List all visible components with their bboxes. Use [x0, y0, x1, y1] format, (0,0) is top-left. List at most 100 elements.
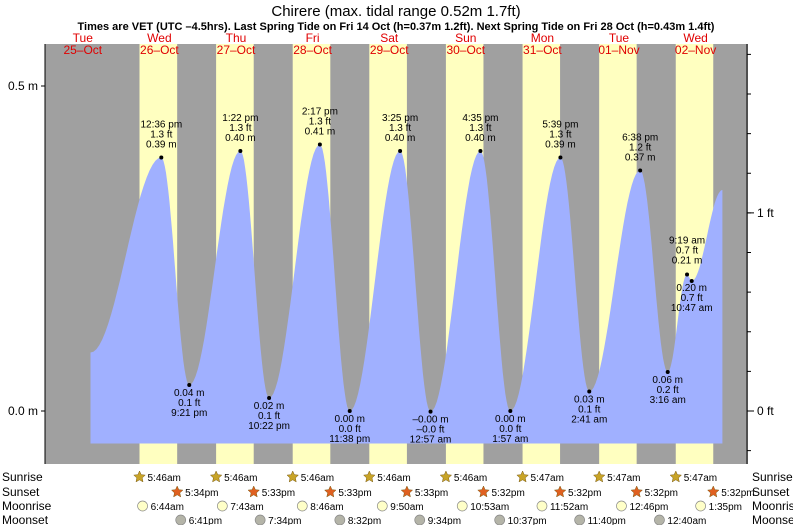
y-tick-label-left: 0.0 m [8, 404, 38, 418]
sunset-icon [477, 485, 490, 498]
tide-event-text: 0.7 ft [681, 293, 703, 304]
sunrise-row-label-left: Sunrise [2, 470, 43, 484]
sunrise-entry: 5:46am [363, 470, 411, 484]
tide-point [508, 409, 513, 413]
tide-event-text: 0.06 m [652, 375, 683, 386]
moonset-time: 12:40am [667, 516, 706, 525]
axes: 0.0 m 0.5 m 0 ft 1 ft [8, 44, 774, 464]
sunrise-entry: 5:47am [516, 470, 564, 484]
moonset-icon [494, 514, 506, 525]
high-tide-label: 4:35 pm1.3 ft0.40 m [462, 113, 498, 153]
day-of-week: Fri [306, 31, 320, 45]
sunrise-time: 5:46am [377, 473, 410, 484]
moonset-entry: 10:37pm [494, 514, 547, 525]
sunset-entry: 5:33pm [324, 485, 372, 499]
moonrise-icon [376, 500, 388, 512]
tide-event-text: 0.39 m [545, 140, 576, 151]
day-of-week: Wed [147, 31, 171, 45]
tide-event-text: 1.3 ft [229, 123, 251, 134]
tide-event-text: 3:16 am [650, 395, 686, 406]
moonrise-icon [695, 500, 707, 512]
tide-event-text: 1:22 pm [222, 113, 258, 124]
tide-point [267, 396, 272, 400]
sunset-icon [324, 485, 337, 498]
tide-event-text: 0.1 ft [178, 398, 200, 409]
moonset-entry: 11:40pm [574, 514, 626, 525]
sunrise-entry: 5:47am [669, 470, 717, 484]
moonset-icon [334, 514, 346, 525]
tide-point [638, 168, 643, 173]
tide-point [428, 409, 433, 414]
moonrise-time: 7:43am [230, 502, 263, 513]
moonrise-icon [616, 500, 627, 512]
chart-subtitle: Times are VET (UTC –4.5hrs). Last Spring… [78, 21, 715, 33]
tide-event-text: 0.21 m [672, 256, 703, 267]
sunrise-time: 5:46am [301, 473, 334, 484]
tide-point [398, 149, 403, 153]
moonrise-icon [296, 500, 308, 512]
sunrise-icon [592, 470, 606, 483]
tide-event-text: 0.40 m [385, 133, 416, 144]
tide-event-text: 0.03 m [574, 395, 605, 406]
tide-event-text: 0.0 ft [339, 424, 361, 435]
moonrise-time: 8:46am [310, 502, 343, 513]
high-tide-label: 3:25 pm1.3 ft0.40 m [382, 113, 418, 153]
low-tide-label: 0.03 m0.1 ft2:41 am [571, 389, 607, 426]
day-date: 26–Oct [140, 43, 179, 57]
moonset-icon [574, 514, 585, 525]
sunrise-entry: 5:46am [439, 470, 487, 484]
tide-event-text: 0.7 ft [676, 246, 698, 257]
sunset-icon [400, 485, 414, 498]
sunset-entry: 5:34pm [170, 485, 219, 499]
tide-area [90, 144, 723, 444]
tide-event-text: 0.40 m [225, 133, 256, 144]
tide-event-text: 0.40 m [465, 133, 496, 144]
day-of-week: Mon [531, 31, 554, 45]
tide-event-text: 1.3 ft [389, 123, 411, 134]
moonrise-time: 11:52am [550, 502, 588, 513]
tide-event-text: 4:35 pm [462, 113, 498, 124]
tide-event-text: 0.1 ft [578, 405, 600, 416]
tide-event-text: 1.3 ft [549, 130, 571, 141]
moonset-icon [414, 514, 426, 525]
tide-event-text: –0.00 m [412, 415, 448, 426]
sun-moon-table: Sunrise Sunrise 5:46am 5:46am 5:46am 5:46am 5:… [2, 470, 793, 525]
sunset-time: 5:32pm [491, 488, 524, 499]
day-date: 30–Oct [446, 43, 485, 57]
day-date: 29–Oct [370, 43, 409, 57]
moonrise-entry: 6:44am [137, 500, 184, 513]
tide-point [665, 370, 670, 374]
moonrise-row-label-right: Moonrise [752, 499, 793, 513]
tide-event-text: 10:22 pm [248, 421, 290, 432]
sunset-entry: 5:33pm [247, 485, 295, 499]
tide-event-text: 1.3 ft [150, 130, 172, 141]
sunset-icon [707, 485, 720, 498]
tide-event-text: 0.41 m [305, 127, 336, 138]
chart-title: Chirere (max. tidal range 0.52m 1.7ft) [271, 3, 520, 20]
moonset-entry: 6:41pm [175, 514, 222, 525]
tide-event-text: 12:57 am [410, 435, 452, 446]
tide-event-text: 0.04 m [174, 388, 205, 399]
low-tide-label: 0.00 m0.0 ft1:57 am [492, 409, 528, 445]
sunset-time: 5:33pm [338, 488, 371, 499]
day-date: 28–Oct [293, 43, 332, 57]
moonset-time: 7:34pm [268, 516, 301, 525]
tide-event-text: 0.02 m [254, 401, 285, 412]
tide-event-text: 11:38 pm [329, 434, 370, 445]
sunset-entry: 5:32pm [707, 485, 755, 499]
tide-point [689, 279, 694, 283]
sunset-time: 5:34pm [185, 488, 218, 499]
day-date: 01–Nov [598, 43, 639, 57]
moonset-icon [254, 514, 266, 525]
sunset-time: 5:32pm [568, 488, 601, 499]
moonrise-icon [137, 500, 148, 512]
high-tide-label: 1:22 pm1.3 ft0.40 m [222, 113, 258, 153]
sunset-icon [630, 485, 643, 498]
sunset-entry: 5:32pm [553, 485, 601, 499]
